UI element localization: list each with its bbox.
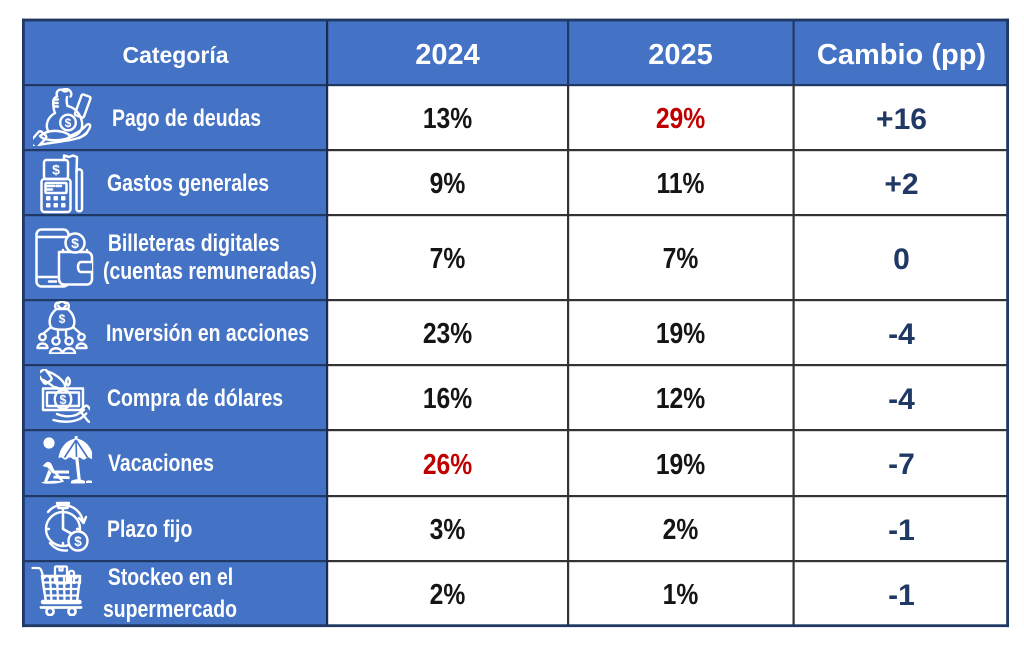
svg-text:$: $ <box>60 393 67 407</box>
svg-text:$: $ <box>71 235 79 251</box>
svg-text:$: $ <box>59 312 66 326</box>
svg-text:$: $ <box>52 162 60 178</box>
svg-text:$: $ <box>74 534 82 549</box>
svg-text:$: $ <box>65 116 72 130</box>
